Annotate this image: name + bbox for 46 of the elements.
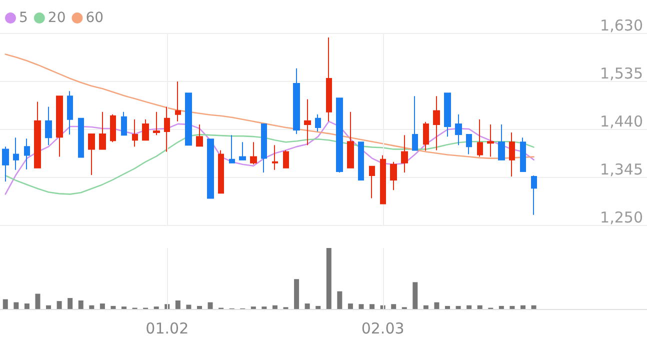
bar xyxy=(272,305,278,309)
bar xyxy=(456,306,461,309)
bar xyxy=(175,300,180,309)
bar xyxy=(14,302,19,309)
bar xyxy=(208,302,213,309)
x-tick-label: 02.03 xyxy=(361,320,404,337)
bar xyxy=(78,300,84,309)
bar xyxy=(412,282,418,309)
bar xyxy=(56,301,62,309)
bar xyxy=(100,304,105,309)
bar xyxy=(348,304,353,309)
legend-label: 20 xyxy=(48,10,66,26)
bar xyxy=(423,305,428,309)
y-tick-label: 1,250 xyxy=(600,208,643,226)
bar xyxy=(35,294,40,309)
bar xyxy=(391,304,396,309)
bar xyxy=(294,279,300,309)
bar xyxy=(46,305,52,309)
bar xyxy=(358,304,364,309)
bar xyxy=(326,248,332,309)
bar xyxy=(434,302,440,309)
bar xyxy=(498,306,504,309)
bar xyxy=(304,304,310,309)
bar xyxy=(520,305,526,309)
y-tick-label: 1,345 xyxy=(600,160,643,178)
bar xyxy=(531,305,536,309)
bar xyxy=(337,291,342,309)
legend-label: 60 xyxy=(86,10,104,26)
bar xyxy=(110,306,116,309)
bar xyxy=(510,306,515,309)
bar xyxy=(316,306,321,309)
bar xyxy=(68,298,73,309)
bar xyxy=(370,304,375,309)
x-tick-label: 01.02 xyxy=(146,320,189,337)
bar xyxy=(2,299,8,309)
y-tick-label: 1,440 xyxy=(600,112,643,130)
bar xyxy=(477,305,482,309)
bar xyxy=(196,306,202,309)
bar xyxy=(466,305,472,309)
bar xyxy=(445,306,450,309)
legend-label: 5 xyxy=(19,10,28,26)
y-tick-label: 1,630 xyxy=(600,16,643,34)
y-tick-label: 1,535 xyxy=(600,64,643,82)
bar xyxy=(186,304,192,309)
bar xyxy=(89,305,94,309)
bar xyxy=(24,304,30,309)
